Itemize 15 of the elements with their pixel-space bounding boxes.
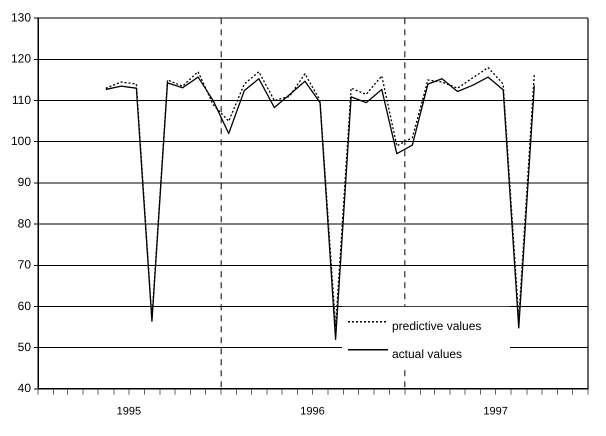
y-tick-label: 60 bbox=[18, 298, 32, 313]
y-tick-label: 40 bbox=[18, 381, 32, 396]
legend-label: predictive values bbox=[392, 319, 482, 334]
y-tick-label: 100 bbox=[10, 134, 32, 148]
legend-label: actual values bbox=[392, 347, 462, 362]
x-tick-label: 1996 bbox=[300, 405, 325, 418]
y-tick-label: 80 bbox=[18, 216, 32, 230]
y-tick-label: 120 bbox=[10, 52, 32, 66]
x-tick-label: 1995 bbox=[116, 405, 142, 418]
x-tick-label: 1997 bbox=[483, 405, 508, 418]
y-tick-label: 70 bbox=[18, 258, 32, 272]
y-tick-label: 90 bbox=[18, 175, 32, 190]
y-tick-label: 110 bbox=[12, 92, 32, 107]
y-tick-label: 50 bbox=[18, 340, 32, 354]
y-tick-label: 130 bbox=[10, 10, 32, 25]
